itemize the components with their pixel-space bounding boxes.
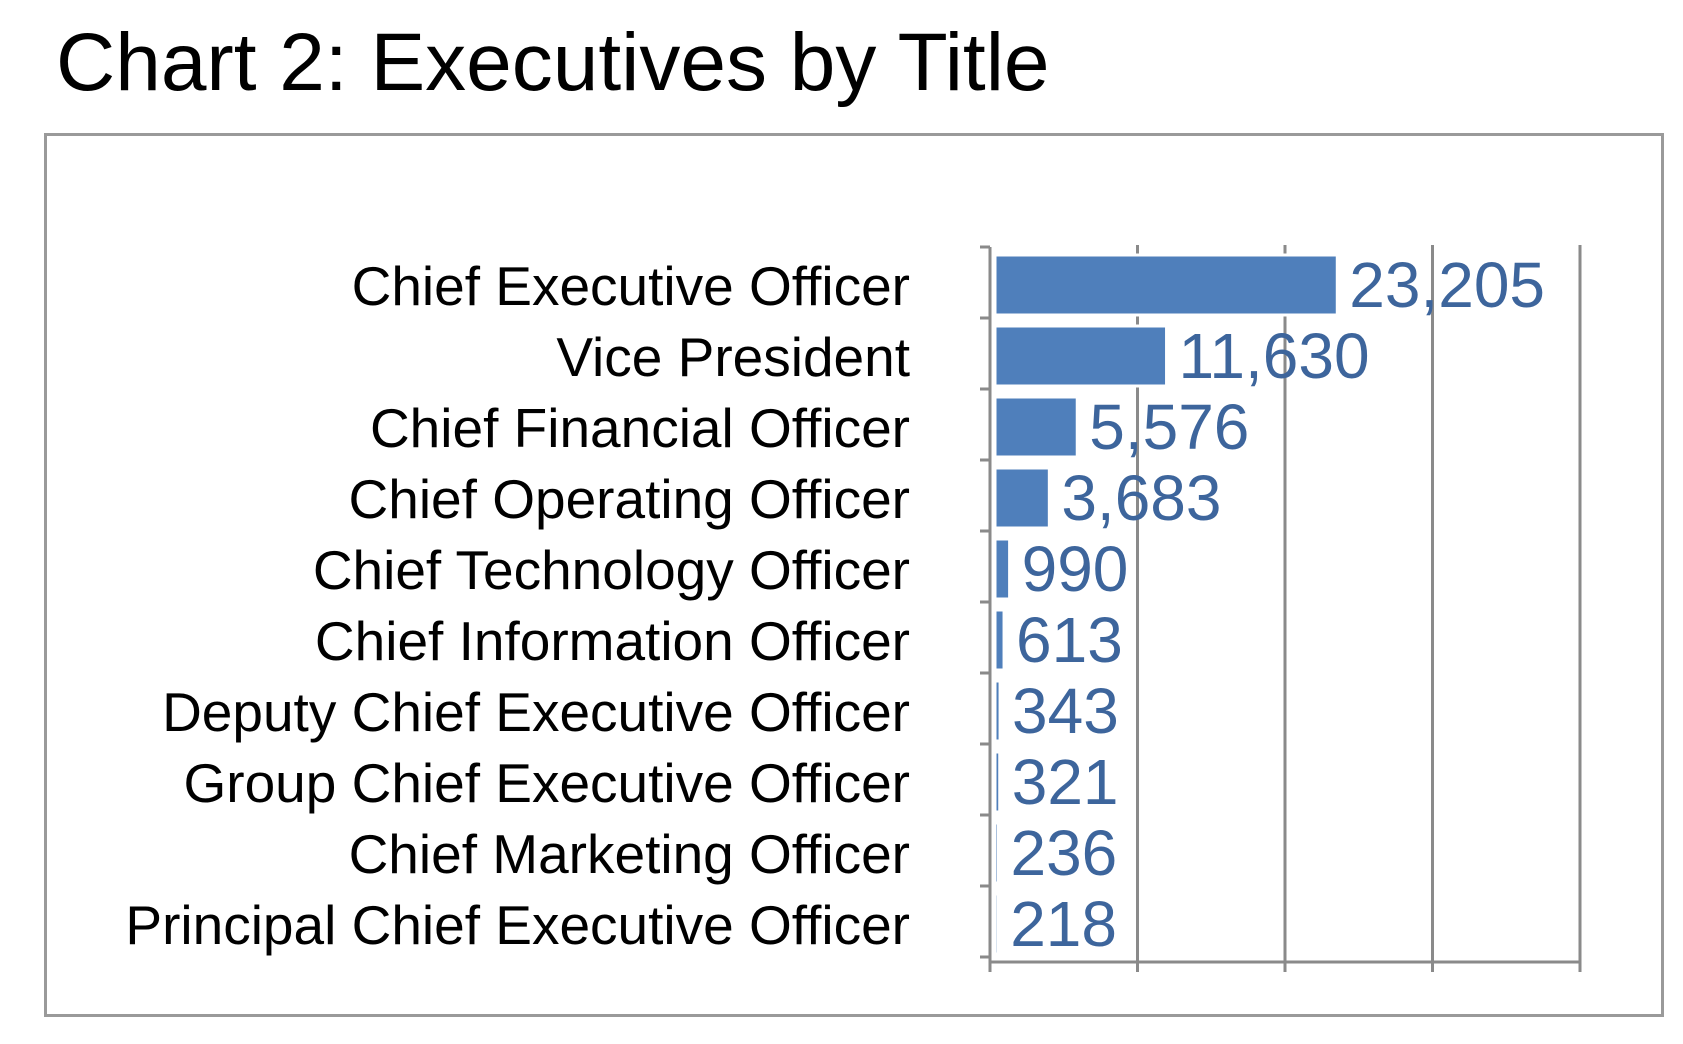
bar xyxy=(993,253,1339,317)
value-label: 613 xyxy=(1016,604,1123,676)
value-label: 11,630 xyxy=(1179,320,1370,392)
category-label: Chief Technology Officer xyxy=(313,539,910,601)
bar xyxy=(993,679,1002,743)
category-label: Principal Chief Executive Officer xyxy=(125,894,910,956)
bar xyxy=(993,466,1051,530)
value-label: 321 xyxy=(1012,746,1119,818)
category-label: Vice President xyxy=(556,326,910,388)
category-label: Chief Operating Officer xyxy=(349,468,910,530)
bar xyxy=(993,608,1006,672)
value-label: 218 xyxy=(1010,888,1117,960)
grid-layer xyxy=(1136,245,1582,962)
axis-layer xyxy=(980,245,1582,972)
bar-layer xyxy=(993,253,1339,956)
bar xyxy=(993,537,1012,601)
value-label: 3,683 xyxy=(1061,462,1221,534)
bar xyxy=(993,821,1000,885)
value-label: 23,205 xyxy=(1349,249,1545,321)
chart-frame xyxy=(44,133,1664,1017)
category-label: Deputy Chief Executive Officer xyxy=(162,681,910,743)
value-label: 990 xyxy=(1022,533,1129,605)
category-label: Chief Financial Officer xyxy=(370,397,910,459)
label-layer: Chief Executive Officer 23,205 Vice Presid… xyxy=(125,249,1545,960)
category-label: Chief Marketing Officer xyxy=(349,823,910,885)
value-label: 236 xyxy=(1010,817,1117,889)
bar xyxy=(993,750,1002,814)
chart-title: Chart 2: Executives by Title xyxy=(56,17,1050,108)
bar xyxy=(993,324,1169,388)
category-label: Chief Information Officer xyxy=(315,610,910,672)
value-label: 5,576 xyxy=(1089,391,1249,463)
bar xyxy=(993,892,1000,956)
category-label: Group Chief Executive Officer xyxy=(183,752,910,814)
bar xyxy=(993,395,1079,459)
category-label: Chief Executive Officer xyxy=(352,255,910,317)
value-label: 343 xyxy=(1012,675,1119,747)
